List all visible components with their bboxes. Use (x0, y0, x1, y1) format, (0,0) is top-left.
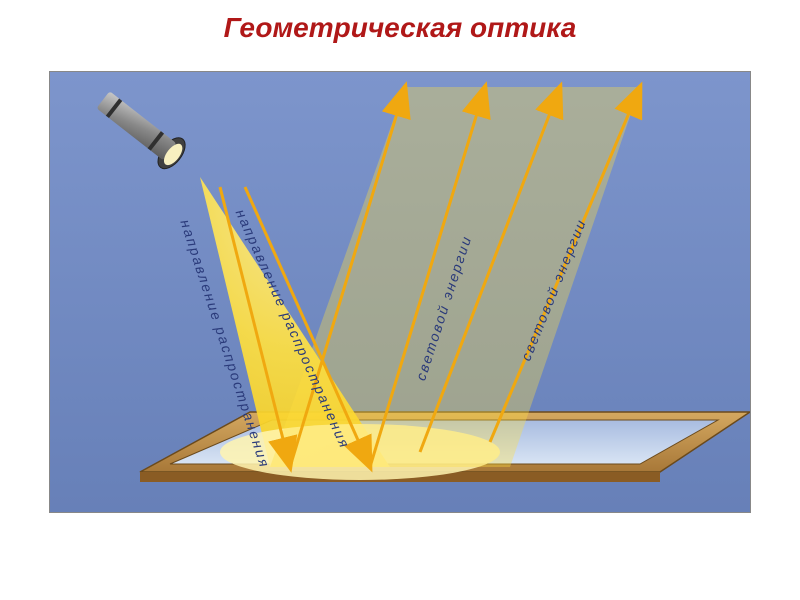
scene-svg (50, 72, 750, 512)
page-title: Геометрическая оптика (0, 0, 800, 52)
optics-diagram: направление распространения направление … (50, 72, 750, 512)
